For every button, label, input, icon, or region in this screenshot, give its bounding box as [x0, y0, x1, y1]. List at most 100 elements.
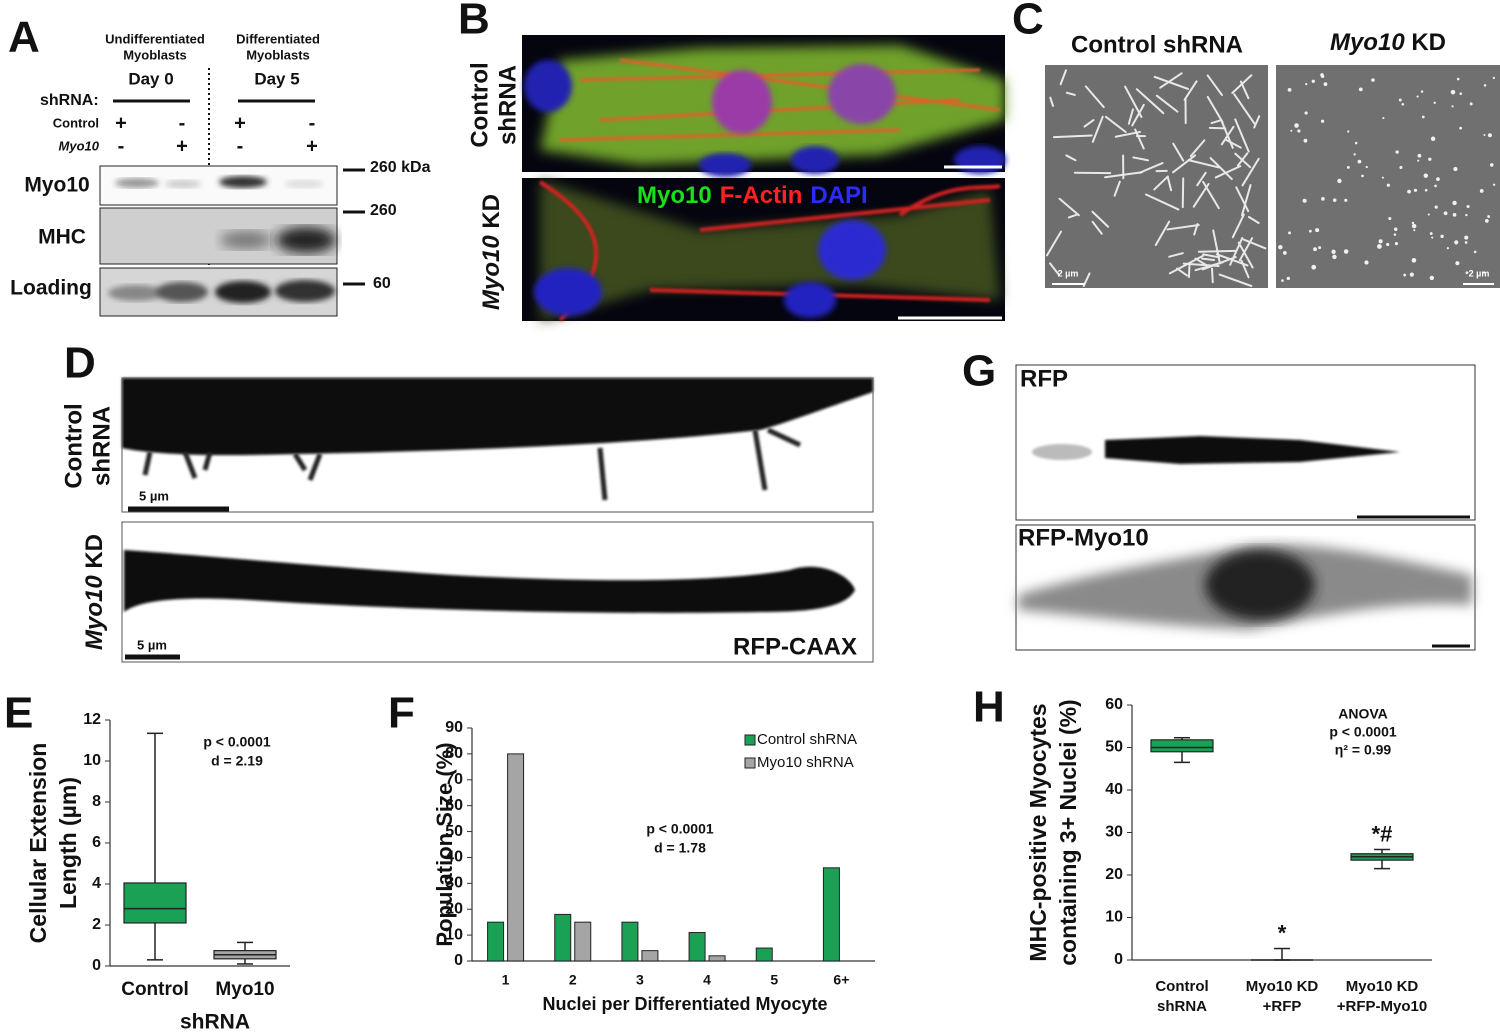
surface-dot [1394, 241, 1399, 246]
surface-dot [1311, 264, 1317, 270]
surface-dot [1354, 141, 1358, 145]
y-tick-label: 70 [445, 771, 463, 788]
y-tick-label: 0 [1114, 951, 1123, 968]
surface-dot [1487, 133, 1492, 138]
lane-sign: - [179, 112, 186, 134]
surface-dot [1465, 271, 1469, 275]
cell [1032, 444, 1092, 460]
filopodium [1231, 74, 1253, 94]
surface-dot [1427, 213, 1430, 216]
scale-label: 2 µm [1058, 268, 1079, 278]
x-tick-label: Myo10 KD [1346, 978, 1419, 995]
blot-band [156, 282, 208, 302]
filopodium [1231, 213, 1245, 239]
filopodium [1189, 139, 1206, 158]
filopodium [1067, 213, 1079, 219]
blot-label: MHC [38, 226, 86, 249]
filopodium [1083, 119, 1095, 128]
surface-dot [1484, 218, 1489, 223]
surface-dot [1323, 82, 1328, 87]
box [123, 882, 187, 924]
row-label: Control [53, 115, 99, 130]
surface-dot [1371, 78, 1375, 82]
row-label: Myo10 [59, 138, 100, 153]
annotation: d = 1.78 [654, 840, 706, 856]
filopodium [1234, 118, 1250, 153]
group-label: Myoblasts [246, 47, 310, 62]
surface-dot [1451, 105, 1454, 108]
surface-dot [1308, 229, 1312, 233]
surface-dot [1473, 250, 1477, 254]
micrograph [522, 178, 1005, 322]
x-tick-label: 6+ [833, 972, 849, 988]
surface-dot [1487, 215, 1491, 218]
filopodium [1091, 115, 1104, 143]
actin-fiber [538, 180, 1001, 322]
surface-dot [1456, 77, 1460, 81]
filopodium [1144, 193, 1180, 211]
filopodium [1091, 220, 1103, 235]
panel-label: E [4, 689, 33, 738]
nucleus [534, 268, 602, 316]
bar [621, 921, 639, 962]
surface-dot [1430, 136, 1436, 141]
surface-dot [1459, 92, 1463, 96]
row-label-part: Myo10 [81, 575, 108, 650]
y-tick-label: 40 [1105, 781, 1123, 798]
filopodium [1242, 238, 1267, 250]
legend-swatch [744, 734, 756, 746]
filopodium [1168, 252, 1184, 258]
filopodium [1202, 253, 1221, 259]
row-label: Control [60, 403, 87, 488]
filopodium [1084, 85, 1105, 109]
nucleus [784, 282, 836, 318]
filopodium [1212, 229, 1221, 265]
filopodium [1153, 175, 1169, 191]
surface-dot [1420, 90, 1424, 93]
y-axis-label: Population Size (%) [432, 742, 457, 946]
surface-dot [1483, 84, 1487, 87]
micrograph [522, 35, 1006, 177]
filopodium [1192, 182, 1210, 208]
western-blots [99, 165, 338, 317]
filopodium [1113, 180, 1121, 197]
nucleus [828, 64, 896, 124]
surface-dot [1489, 163, 1494, 167]
surface-dot [1304, 111, 1308, 115]
row-label: Control [466, 62, 493, 147]
y-tick-label: 90 [445, 719, 463, 736]
filopodium [1104, 115, 1127, 133]
surface-dot [1288, 231, 1291, 235]
stain-name: DAPI [810, 182, 867, 209]
annotation: d = 2.19 [211, 753, 263, 769]
blot-band [220, 231, 272, 249]
stain-legend: Myo10 F-Actin DAPI [637, 182, 868, 209]
y-tick-label: 20 [1105, 866, 1123, 883]
filopodium [1166, 223, 1200, 231]
stain-name: F-Actin [720, 182, 803, 209]
stain-name: Myo10 [637, 182, 712, 209]
y-axis-label: MHC-positive Myocytes [1025, 703, 1051, 961]
filopodium [1166, 175, 1173, 192]
filopodium [1235, 186, 1250, 213]
marker-label: 260 kDa [370, 159, 431, 176]
y-tick-label: 10 [445, 926, 463, 943]
y-tick-label: 12 [83, 711, 101, 728]
y-tick-label: 20 [445, 900, 463, 917]
surface-dot [1421, 115, 1425, 119]
surface-dot [1465, 213, 1468, 217]
x-tick-label: shRNA [1157, 998, 1207, 1015]
filopodium [1241, 157, 1260, 187]
surface-dot [1364, 260, 1369, 265]
micrograph [121, 521, 874, 663]
y-tick-label: 30 [445, 875, 463, 892]
blot-band [275, 280, 335, 302]
scale-label: 5 µm [137, 637, 167, 652]
filopodium [1214, 165, 1242, 179]
y-tick-label: 60 [1105, 696, 1123, 713]
surface-dot [1446, 247, 1450, 250]
bar [554, 913, 572, 962]
surface-dot [1428, 157, 1432, 161]
filopodium [1138, 162, 1164, 174]
